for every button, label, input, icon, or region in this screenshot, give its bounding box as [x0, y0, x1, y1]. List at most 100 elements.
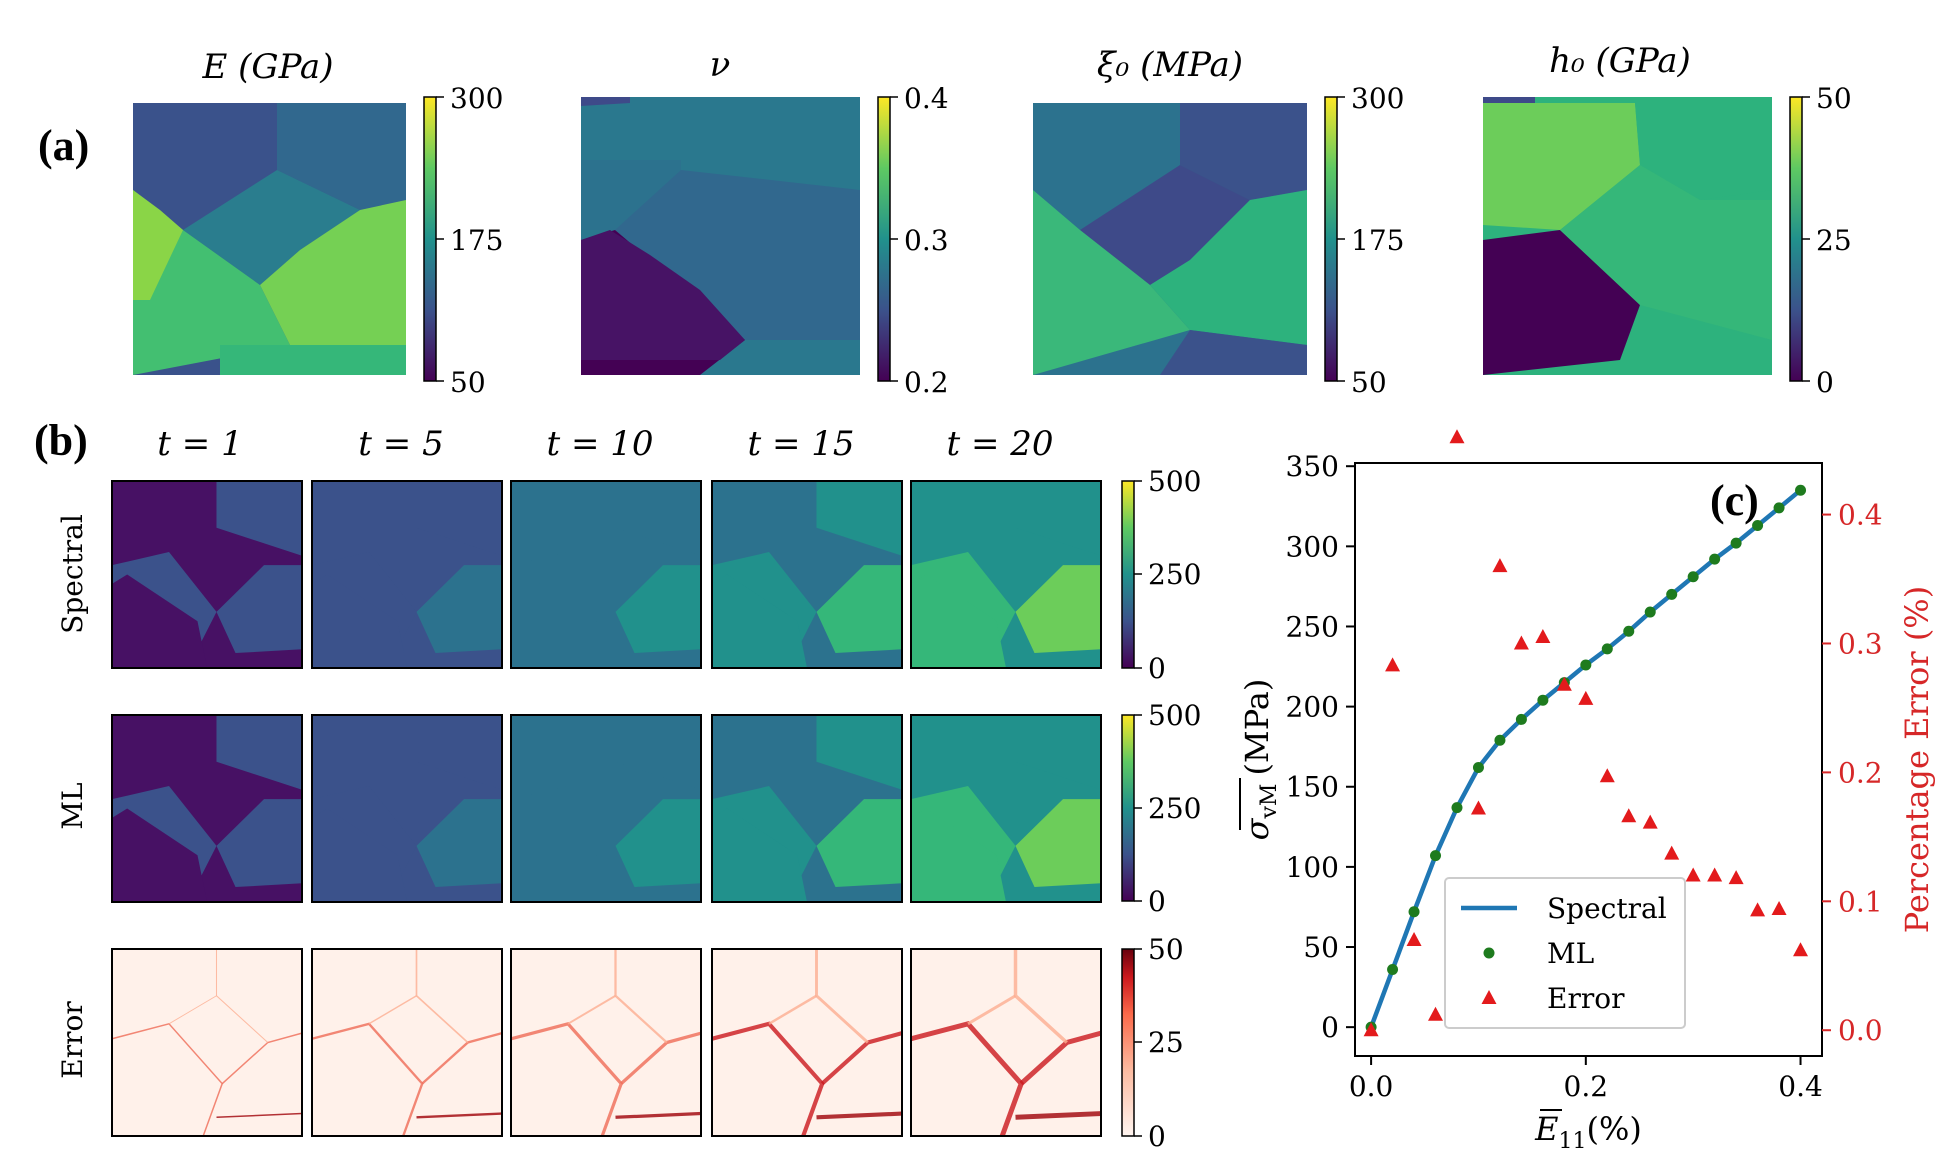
colorbar-e: 300 175 50 — [423, 82, 503, 399]
y2-tick-label: 0.3 — [1838, 627, 1883, 660]
error-point — [1513, 635, 1529, 650]
field-cell — [111, 480, 303, 669]
field-cell — [311, 948, 503, 1137]
error-point — [1470, 800, 1486, 815]
grain-map-xi0 — [1033, 103, 1307, 375]
x-tick-label: 0.0 — [1349, 1070, 1394, 1103]
time-label-20: t = 20 — [946, 424, 1053, 464]
colorbar-ml-tick-top: 500 — [1148, 699, 1201, 732]
colorbar-xi0-tick-top: 300 — [1351, 82, 1404, 115]
field-cell — [510, 948, 702, 1137]
panel-b: t = 1 t = 5 t = 10 t = 15 t = 20 Spectra… — [56, 424, 1201, 1153]
time-label-15: t = 15 — [747, 424, 854, 464]
x-axis-label-sub: 11 — [1558, 1129, 1586, 1154]
grain-map-nu — [581, 97, 860, 375]
ml-point — [1494, 734, 1506, 746]
field-cell — [311, 480, 503, 669]
error-point — [1556, 676, 1572, 691]
field-cell — [711, 480, 903, 669]
colorbar-h0-tick-mid: 25 — [1816, 224, 1852, 257]
y-axis-label-main: σ — [1238, 817, 1276, 840]
ml-point — [1408, 906, 1420, 918]
error-point — [1406, 931, 1422, 946]
y-axis-label-units: (MPa) — [1238, 679, 1276, 776]
legend-swatch-error — [1481, 990, 1497, 1004]
legend-swatch-ml — [1483, 947, 1495, 959]
ml-point — [1730, 537, 1742, 549]
y-tick-label: 0 — [1321, 1011, 1339, 1044]
y-tick-label: 150 — [1286, 771, 1339, 804]
field-cell — [510, 480, 702, 669]
error-point — [1449, 429, 1465, 444]
colorbar-xi0-tick-bottom: 50 — [1351, 366, 1387, 399]
y-tick-label: 300 — [1286, 530, 1339, 563]
colorbar-h0-tick-top: 50 — [1816, 82, 1852, 115]
colorbar-error-tick-bottom: 0 — [1148, 1120, 1166, 1153]
ml-point — [1709, 553, 1721, 565]
colorbar-ml-tick-bottom: 0 — [1148, 885, 1166, 918]
ml-point — [1687, 571, 1699, 583]
colorbar-e-tick-bottom: 50 — [450, 366, 486, 399]
colorbar-nu-tick-mid: 0.3 — [904, 224, 949, 257]
ml-point — [1666, 588, 1678, 600]
x-tick-label: 0.2 — [1564, 1070, 1609, 1103]
colorbar-error-tick-top: 50 — [1148, 933, 1184, 966]
field-cell — [111, 948, 303, 1137]
y2-tick-label: 0.4 — [1838, 499, 1883, 532]
y-axis-label: σvM (MPa) — [1238, 679, 1282, 841]
legend-label-error: Error — [1547, 982, 1625, 1015]
y2-tick-label: 0.2 — [1838, 756, 1883, 789]
x-axis-label-units: (%) — [1586, 1110, 1641, 1148]
error-point — [1363, 1022, 1379, 1037]
field-cell — [910, 480, 1102, 669]
y2-axis-label: Percentage Error (%) — [1898, 586, 1936, 933]
colorbar-e-tick-mid: 175 — [450, 224, 503, 257]
time-label-10: t = 10 — [546, 424, 653, 464]
colorbar-nu-tick-bottom: 0.2 — [904, 366, 949, 399]
colorbar-spectral: 500 250 0 — [1121, 465, 1201, 685]
field-cell — [910, 714, 1102, 903]
map-title-nu: ν — [710, 45, 731, 85]
x-axis-label-main: E — [1534, 1110, 1558, 1148]
error-point — [1728, 870, 1744, 885]
colorbar-ml-tick-mid: 250 — [1148, 792, 1201, 825]
colorbar-e-tick-top: 300 — [450, 82, 503, 115]
error-point — [1664, 845, 1680, 860]
error-point — [1428, 1006, 1444, 1021]
colorbar-xi0-tick-mid: 175 — [1351, 224, 1404, 257]
ml-point — [1537, 694, 1549, 706]
error-point — [1385, 657, 1401, 672]
ml-point — [1430, 850, 1442, 862]
error-point — [1578, 690, 1594, 705]
y-tick-label: 50 — [1303, 931, 1339, 964]
y-tick-label: 200 — [1286, 691, 1339, 724]
panel-a: E (GPa) 300 175 50 ν — [133, 41, 1852, 399]
error-point — [1707, 867, 1723, 882]
colorbar-spectral-tick-bottom: 0 — [1148, 652, 1166, 685]
ml-point — [1472, 762, 1484, 774]
field-cell — [910, 948, 1102, 1137]
colorbar-error: 50 25 0 — [1121, 933, 1184, 1153]
colorbar-h0-tick-bottom: 0 — [1816, 366, 1834, 399]
error-point — [1771, 901, 1787, 916]
ml-point — [1580, 659, 1592, 671]
row-label-ml: ML — [56, 782, 89, 829]
field-cell — [510, 714, 702, 903]
error-point — [1642, 814, 1658, 829]
grain-map-e — [133, 103, 406, 375]
ml-point — [1795, 484, 1807, 496]
error-point — [1599, 768, 1615, 783]
stress-field-grid — [111, 480, 1102, 1137]
time-label-1: t = 1 — [157, 424, 242, 464]
colorbar-ml: 500 250 0 — [1121, 699, 1201, 918]
ml-point — [1451, 802, 1463, 814]
colorbar-h0: 50 25 0 — [1789, 82, 1852, 399]
y-axis-label-sub: vM — [1257, 784, 1282, 820]
x-tick-label: 0.4 — [1778, 1070, 1823, 1103]
field-cell — [311, 714, 503, 903]
y-tick-label: 350 — [1286, 450, 1339, 483]
colorbar-spectral-tick-mid: 250 — [1148, 558, 1201, 591]
ml-point — [1515, 713, 1527, 725]
legend-label-ml: ML — [1547, 937, 1594, 970]
